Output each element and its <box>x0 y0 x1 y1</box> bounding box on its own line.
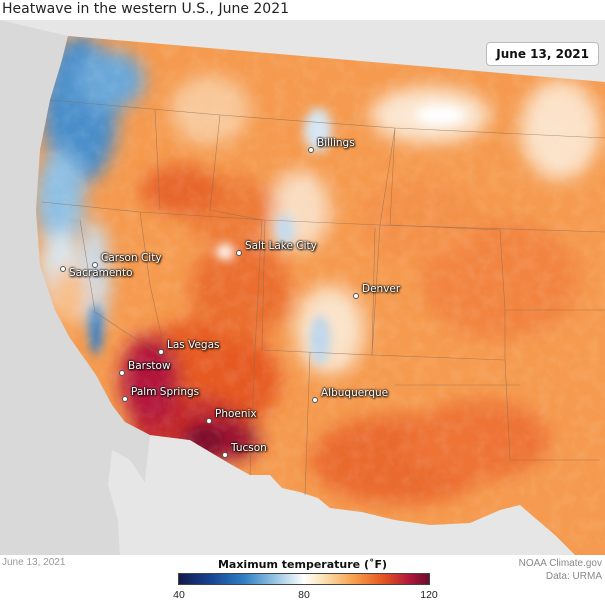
city-dot <box>206 418 212 424</box>
city-dot <box>122 396 128 402</box>
credit-source: NOAA Climate.gov <box>518 558 602 569</box>
credit-block: NOAA Climate.gov Data: URMA <box>519 557 602 583</box>
city-dot <box>312 397 318 403</box>
city-label: Albuquerque <box>321 387 389 399</box>
city-dot <box>236 250 242 256</box>
credit-data: Data: URMA <box>545 571 602 582</box>
city-label: Salt Lake City <box>245 240 317 252</box>
city-label: Sacramento <box>69 267 133 279</box>
page-title: Heatwave in the western U.S., June 2021 <box>2 1 290 17</box>
city-dot <box>308 147 314 153</box>
city-dot <box>60 266 66 272</box>
city-dot <box>353 293 359 299</box>
city-label: Phoenix <box>215 408 257 420</box>
city-label: Billings <box>317 137 355 149</box>
temperature-map: June 13, 2021 Billings Salt Lake City Ca… <box>0 20 605 555</box>
city-label: Carson City <box>101 252 162 264</box>
city-dot <box>92 262 98 268</box>
legend-tick-120: 120 <box>420 589 438 601</box>
city-label: Tucson <box>231 442 267 454</box>
city-label: Palm Springs <box>131 386 200 398</box>
legend-tick-80: 80 <box>298 589 310 601</box>
date-badge: June 13, 2021 <box>486 42 599 66</box>
footer-date: June 13, 2021 <box>2 557 66 568</box>
city-dot <box>222 452 228 458</box>
legend-title: Maximum temperature (˚F) <box>217 558 388 571</box>
legend-tick-40: 40 <box>173 589 185 601</box>
legend-color-bar <box>178 573 430 585</box>
map-canvas <box>0 20 605 555</box>
city-label: Las Vegas <box>167 339 220 351</box>
city-label: Denver <box>362 283 401 295</box>
city-dot <box>119 370 125 376</box>
city-label: Barstow <box>128 360 171 372</box>
city-dot <box>158 349 164 355</box>
